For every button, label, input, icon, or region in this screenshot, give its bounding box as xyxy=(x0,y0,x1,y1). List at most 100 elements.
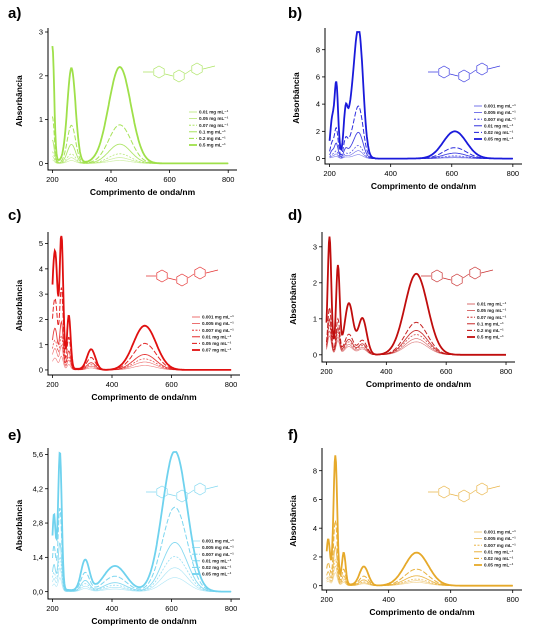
y-tick-label: 0 xyxy=(313,581,317,590)
bonds xyxy=(421,269,494,281)
ring xyxy=(173,69,185,83)
x-tick-label: 600 xyxy=(440,367,453,376)
x-tick-label: 400 xyxy=(106,604,119,613)
chart-panel-b: b) 0 2 4 6 8 200 400 600 800 Comprimento de onda/n… xyxy=(288,5,522,191)
legend-label: 0.05 mg mL⁻¹ xyxy=(199,116,229,121)
series-line xyxy=(52,542,232,593)
legend-label: 0.01 mg mL⁻¹ xyxy=(484,549,514,554)
series-line xyxy=(325,455,513,587)
x-tick-label: 600 xyxy=(444,595,457,604)
x-axis-label: Comprimento de onda/nm xyxy=(371,181,477,191)
ring xyxy=(476,482,488,496)
legend-label: 0.005 mg mL⁻¹ xyxy=(202,545,234,550)
legend-label: 0.01 mg mL⁻¹ xyxy=(202,334,232,339)
x-tick-label: 200 xyxy=(323,169,336,178)
ring xyxy=(438,65,450,79)
ring xyxy=(469,266,481,280)
series-line xyxy=(52,506,232,593)
x-tick-label: 800 xyxy=(225,380,238,389)
legend-label: 0.5 mg mL⁻¹ xyxy=(477,335,504,340)
x-tick-label: 800 xyxy=(225,604,238,613)
ring xyxy=(156,485,168,499)
y-axis-label: Absorbância xyxy=(291,72,301,124)
y-tick-label: 2 xyxy=(39,71,43,80)
legend-label: 0.05 mg mL⁻¹ xyxy=(202,572,232,577)
x-tick-label: 200 xyxy=(46,175,59,184)
x-tick-label: 200 xyxy=(46,380,59,389)
x-tick-label: 600 xyxy=(165,604,178,613)
x-tick-label: 200 xyxy=(320,595,333,604)
axis-lines xyxy=(321,448,522,591)
legend-label: 0.007 mg mL⁻¹ xyxy=(484,117,516,122)
legend-label: 0.07 mg mL⁻¹ xyxy=(199,123,229,128)
x-tick-label: 400 xyxy=(106,380,119,389)
axis-lines xyxy=(324,28,522,165)
y-tick-label: 1 xyxy=(39,340,43,349)
series-line xyxy=(51,46,229,165)
ring xyxy=(176,273,188,287)
x-axis-label: Comprimento de onda/nm xyxy=(91,392,197,402)
legend-label: 0.1 mg mL⁻¹ xyxy=(199,129,226,134)
molecule-structure-icon xyxy=(421,266,494,287)
legend: 0.01 mg mL⁻¹0.05 mg mL⁻¹ 0.07 mg mL⁻¹0.1 … xyxy=(189,110,229,148)
ring xyxy=(476,62,488,76)
legend-label: 0.05 mg mL⁻¹ xyxy=(202,341,232,346)
bonds xyxy=(146,485,219,497)
y-tick-label: 0 xyxy=(316,154,320,163)
y-tick-label: 1 xyxy=(39,115,43,124)
axis-lines xyxy=(47,448,240,600)
chart-panel-c: c) 0 1 2 3 4 5 200 400 600 800 Comprimento de onda/… xyxy=(8,207,240,402)
series-line xyxy=(325,236,506,356)
legend-label: 0.001 mg mL⁻¹ xyxy=(202,315,234,320)
y-tick-label: 5 xyxy=(39,239,43,248)
y-axis-label: Absorbância xyxy=(14,279,24,331)
bonds xyxy=(428,485,501,497)
y-tick-label: 8 xyxy=(313,466,317,475)
series-line xyxy=(52,556,232,592)
x-axis-label: Comprimento de onda/nm xyxy=(369,607,475,617)
chart-panel-d: d) 0 1 2 3 200 400 600 800 Comprimento de onda/nm… xyxy=(288,207,515,389)
x-axis-label: Comprimento de onda/nm xyxy=(90,187,196,197)
series-line xyxy=(328,31,513,160)
legend-label: 0.005 mg mL⁻¹ xyxy=(202,321,234,326)
panel-label: c) xyxy=(8,207,21,224)
legend: 0.001 mg mL⁻¹0.005 mg mL⁻¹0.007 mg mL⁻¹0… xyxy=(192,315,234,353)
y-tick-label: 2,8 xyxy=(33,519,43,528)
x-axis-label: Comprimento de onda/nm xyxy=(91,616,197,626)
ring xyxy=(438,485,450,499)
y-tick-label: 6 xyxy=(313,495,317,504)
ring xyxy=(458,69,470,83)
x-axis-label: Comprimento de onda/nm xyxy=(366,379,472,389)
legend: 0.001 mg mL⁻¹0.005 mg mL⁻¹0.007 mg mL⁻¹0… xyxy=(474,104,516,142)
legend-label: 0.07 mg mL⁻¹ xyxy=(477,315,507,320)
legend-label: 0.007 mg mL⁻¹ xyxy=(484,543,516,548)
ring xyxy=(153,65,165,79)
y-axis-label: Absorbância xyxy=(288,273,298,325)
panel-label: b) xyxy=(288,5,302,22)
legend-label: 0.005 mg mL⁻¹ xyxy=(484,536,516,541)
legend-label: 0.01 mg mL⁻¹ xyxy=(202,558,232,563)
molecule-structure-icon xyxy=(428,482,501,503)
y-tick-label: 0 xyxy=(313,350,317,359)
axis-lines xyxy=(47,28,237,171)
y-tick-label: 3 xyxy=(313,242,317,251)
legend-label: 0.05 mg mL⁻¹ xyxy=(477,308,507,313)
legend-label: 0.001 mg mL⁻¹ xyxy=(484,530,516,535)
x-tick-label: 800 xyxy=(222,175,235,184)
legend-label: 0.005 mg mL⁻¹ xyxy=(484,110,516,115)
x-tick-label: 600 xyxy=(163,175,176,184)
ring xyxy=(194,266,206,280)
series-line xyxy=(326,520,513,587)
legend-label: 0.5 mg mL⁻¹ xyxy=(199,143,226,148)
legend-label: 0.2 mg mL⁻¹ xyxy=(199,136,226,141)
legend-label: 0.02 mg mL⁻¹ xyxy=(484,556,514,561)
legend-label: 0.01 mg mL⁻¹ xyxy=(484,123,514,128)
bonds xyxy=(428,65,501,77)
x-tick-label: 200 xyxy=(320,367,333,376)
ring xyxy=(191,62,203,76)
ring xyxy=(458,489,470,503)
panel-label: d) xyxy=(288,207,302,224)
y-tick-label: 2 xyxy=(313,553,317,562)
x-tick-label: 600 xyxy=(165,380,178,389)
